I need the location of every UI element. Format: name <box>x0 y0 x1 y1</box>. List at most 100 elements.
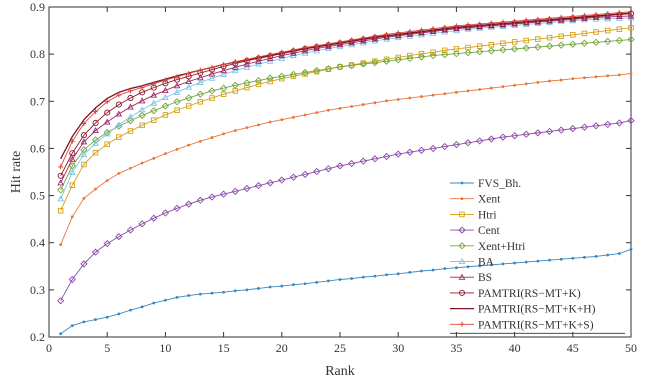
data-point <box>382 152 391 161</box>
tick-layer: 0 5 10 15 20 25 30 35 40 45 50 0.2 0.3 0.4 0.5 0.6 0.7 0.… <box>30 0 637 355</box>
data-point <box>219 84 228 92</box>
data-point <box>523 17 529 23</box>
data-point <box>501 262 505 266</box>
data-point <box>465 22 471 28</box>
data-point <box>372 58 378 64</box>
series-cent <box>57 116 635 305</box>
legend-entry: PAMTRI(RS−MT+K) <box>450 288 581 300</box>
data-point <box>244 56 250 62</box>
data-point <box>127 94 134 102</box>
data-point <box>115 121 123 128</box>
data-point <box>615 36 623 45</box>
data-point <box>231 81 239 89</box>
data-point <box>558 14 564 20</box>
data-point <box>139 85 145 91</box>
data-point <box>94 187 97 191</box>
data-point <box>255 60 262 67</box>
data-point <box>243 184 251 193</box>
data-point <box>418 50 425 57</box>
data-point <box>407 29 413 35</box>
data-point <box>150 107 158 115</box>
data-point <box>350 277 354 280</box>
data-point <box>70 215 74 219</box>
data-point <box>606 253 610 257</box>
data-point <box>80 132 87 139</box>
series-line <box>60 27 632 211</box>
data-point <box>500 19 506 25</box>
data-point <box>500 40 506 47</box>
data-point <box>267 52 273 58</box>
legend-label: FVS_Bh. <box>478 178 521 190</box>
data-point <box>57 297 65 305</box>
legend-swatch-marker <box>459 211 465 218</box>
data-point <box>81 120 87 126</box>
data-point <box>80 260 88 268</box>
data-point <box>162 93 169 101</box>
data-point <box>127 88 133 94</box>
data-point <box>407 52 413 59</box>
data-point <box>197 67 203 73</box>
data-point <box>150 99 158 106</box>
data-point <box>290 49 297 56</box>
data-point <box>267 78 273 85</box>
data-point <box>324 65 332 73</box>
data-point <box>558 33 564 39</box>
data-point <box>361 275 365 279</box>
legend-label: PAMTRI(RS−MT+K+H) <box>478 304 596 316</box>
data-point <box>117 312 121 316</box>
x-axis-label: Rank <box>325 364 355 379</box>
data-point <box>173 204 181 212</box>
data-point <box>266 74 274 82</box>
data-point <box>185 94 193 102</box>
legend-entry: PAMTRI(RS−MT+K+S) <box>450 319 594 331</box>
data-point <box>338 106 342 110</box>
data-point <box>173 82 181 89</box>
data-point <box>513 83 516 87</box>
data-point <box>105 315 109 319</box>
legend-label: BS <box>478 272 492 284</box>
data-point <box>92 126 99 134</box>
data-point <box>162 77 168 83</box>
data-point <box>455 266 458 270</box>
data-point <box>185 200 193 208</box>
data-point <box>196 196 204 204</box>
data-point <box>513 261 516 265</box>
data-point <box>384 31 390 37</box>
data-point <box>524 260 528 264</box>
data-point <box>231 187 239 195</box>
data-point <box>359 60 367 68</box>
data-point <box>372 33 378 39</box>
data-point <box>138 111 146 120</box>
data-point <box>371 58 379 67</box>
legend-swatch-marker <box>458 242 466 250</box>
data-point <box>82 197 86 200</box>
data-point <box>94 318 97 321</box>
series-fvs-bh <box>59 247 633 336</box>
data-point <box>324 165 332 173</box>
data-point <box>569 124 577 133</box>
data-point <box>220 67 227 74</box>
data-point <box>115 110 123 117</box>
data-point <box>232 59 238 65</box>
data-point <box>559 78 563 82</box>
data-point <box>628 24 634 31</box>
data-point <box>301 47 309 54</box>
data-point <box>371 35 379 42</box>
data-point <box>69 138 75 144</box>
data-point <box>593 29 599 35</box>
data-point <box>452 50 461 58</box>
x-tick-label: 35 <box>450 341 462 355</box>
data-point <box>266 57 274 64</box>
data-point <box>186 70 192 76</box>
data-point <box>315 111 319 114</box>
data-point <box>185 77 193 85</box>
data-point <box>152 156 156 160</box>
data-point <box>627 116 635 125</box>
data-point <box>245 288 249 292</box>
data-point <box>510 132 519 140</box>
data-point <box>185 83 193 90</box>
data-point <box>617 252 621 255</box>
data-point <box>348 159 356 168</box>
data-point <box>396 272 400 276</box>
data-point <box>92 149 99 156</box>
